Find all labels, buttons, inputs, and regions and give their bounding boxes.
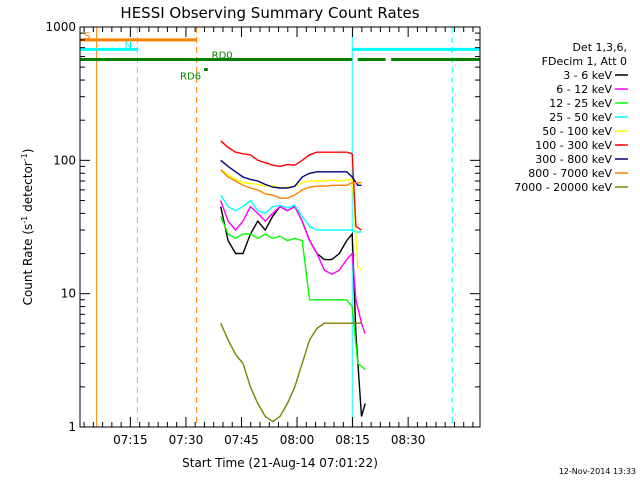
x-tick-label: 07:30: [169, 433, 204, 447]
series-line-7000-20000-kev: [220, 322, 362, 423]
y-tick-label: 100: [53, 153, 76, 167]
series-line-300-800-kev: [220, 159, 362, 189]
y-tick-label: 1000: [45, 20, 76, 34]
legend-label-6-12-kev: 6 - 12 keV: [556, 83, 612, 96]
state-label-rd6: RD6: [180, 72, 201, 83]
series-line-6-12-kev: [220, 200, 366, 335]
legend-label-7000-20000-kev: 7000 - 20000 keV: [514, 181, 612, 194]
x-axis-label: Start Time (21-Aug-14 07:01:22): [182, 456, 378, 470]
legend-header-fdecim: FDecim 1, Att 0: [542, 55, 627, 68]
y-label-superscript: -1: [20, 153, 29, 161]
legend-label-25-50-kev: 25 - 50 keV: [549, 111, 612, 124]
footer-timestamp: 12-Nov-2014 13:33: [559, 467, 636, 476]
x-tick-label: 08:15: [335, 433, 370, 447]
state-label-rd0: RD0: [212, 51, 233, 62]
axes: 1 10 100 1000 07:15 07:30 07:45 08:00 08:15 08:30: [45, 20, 480, 447]
y-label-part: detector: [21, 161, 35, 216]
series-line-800-7000-kev: [220, 169, 362, 199]
legend-label-50-100-kev: 50 - 100 keV: [542, 125, 612, 138]
legend-header-detectors: Det 1,3,6,: [572, 41, 627, 54]
x-tick-label: 08:00: [280, 433, 315, 447]
x-tick-label: 07:45: [224, 433, 259, 447]
series-line-25-50-kev: [220, 194, 362, 233]
legend-label-3-6-kev: 3 - 6 keV: [563, 69, 612, 82]
state-label-s: S: [84, 31, 90, 42]
legend-label-12-25-kev: 12 - 25 keV: [549, 97, 612, 110]
legend-label-800-7000-kev: 800 - 7000 keV: [528, 167, 612, 180]
y-label-part: Count Rate (s: [21, 224, 35, 306]
state-label-n: N: [124, 40, 131, 51]
plot-area: S N RD0 RD6: [80, 27, 480, 427]
plot-frame: [79, 26, 481, 428]
series-line-12-25-kev: [220, 216, 366, 371]
chart-title: HESSI Observing Summary Count Rates: [120, 4, 419, 22]
y-label-part: ): [21, 149, 35, 154]
legend-label-100-300-kev: 100 - 300 keV: [535, 139, 612, 152]
y-axis-label: Count Rate (s-1 detector-1): [20, 149, 35, 306]
y-tick-label: 1: [68, 420, 76, 434]
y-tick-label: 10: [61, 287, 76, 301]
y-label-superscript: -1: [20, 216, 29, 224]
x-tick-label: 07:15: [113, 433, 148, 447]
series-line-100-300-kev: [220, 140, 362, 231]
x-tick-label: 08:30: [391, 433, 426, 447]
legend-label-300-800-kev: 300 - 800 keV: [535, 153, 612, 166]
